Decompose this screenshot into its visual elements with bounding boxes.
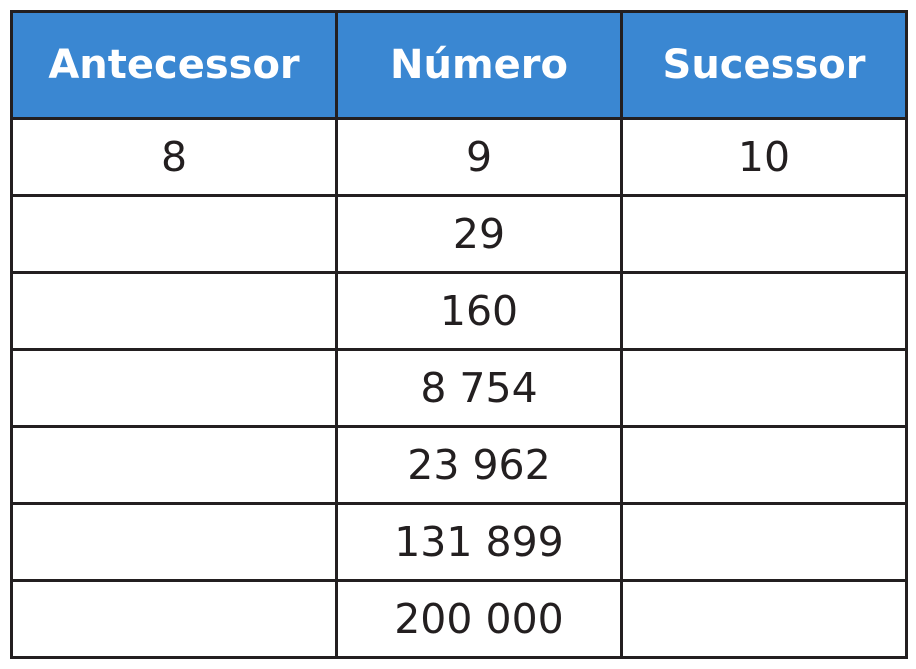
cell-sucessor[interactable] [620,579,908,659]
cell-numero: 29 [335,194,623,274]
table-row: 131 899 [10,502,908,582]
table-row: 8 9 10 [10,117,908,197]
cell-sucessor[interactable] [620,348,908,428]
table-row: 200 000 [10,579,908,659]
cell-numero: 200 000 [335,579,623,659]
cell-antecessor[interactable] [10,348,338,428]
cell-numero: 160 [335,271,623,351]
header-antecessor: Antecessor [10,10,338,120]
cell-antecessor[interactable] [10,502,338,582]
table-row: 8 754 [10,348,908,428]
antecessor-sucessor-table: Antecessor Número Sucessor 8 9 10 29 160… [10,10,908,659]
header-row: Antecessor Número Sucessor [10,10,908,120]
cell-antecessor[interactable] [10,194,338,274]
cell-numero: 9 [335,117,623,197]
cell-numero: 8 754 [335,348,623,428]
cell-sucessor[interactable] [620,502,908,582]
cell-sucessor[interactable] [620,425,908,505]
table-row: 23 962 [10,425,908,505]
cell-antecessor[interactable] [10,425,338,505]
table-body: 8 9 10 29 160 8 754 23 962 131 899 [10,117,908,659]
cell-numero: 131 899 [335,502,623,582]
cell-sucessor[interactable] [620,271,908,351]
table-row: 160 [10,271,908,351]
header-sucessor: Sucessor [620,10,908,120]
cell-numero: 23 962 [335,425,623,505]
table-header: Antecessor Número Sucessor [10,10,908,120]
cell-sucessor[interactable]: 10 [620,117,908,197]
cell-sucessor[interactable] [620,194,908,274]
cell-antecessor[interactable] [10,579,338,659]
cell-antecessor[interactable] [10,271,338,351]
header-numero: Número [335,10,623,120]
table-row: 29 [10,194,908,274]
cell-antecessor[interactable]: 8 [10,117,338,197]
